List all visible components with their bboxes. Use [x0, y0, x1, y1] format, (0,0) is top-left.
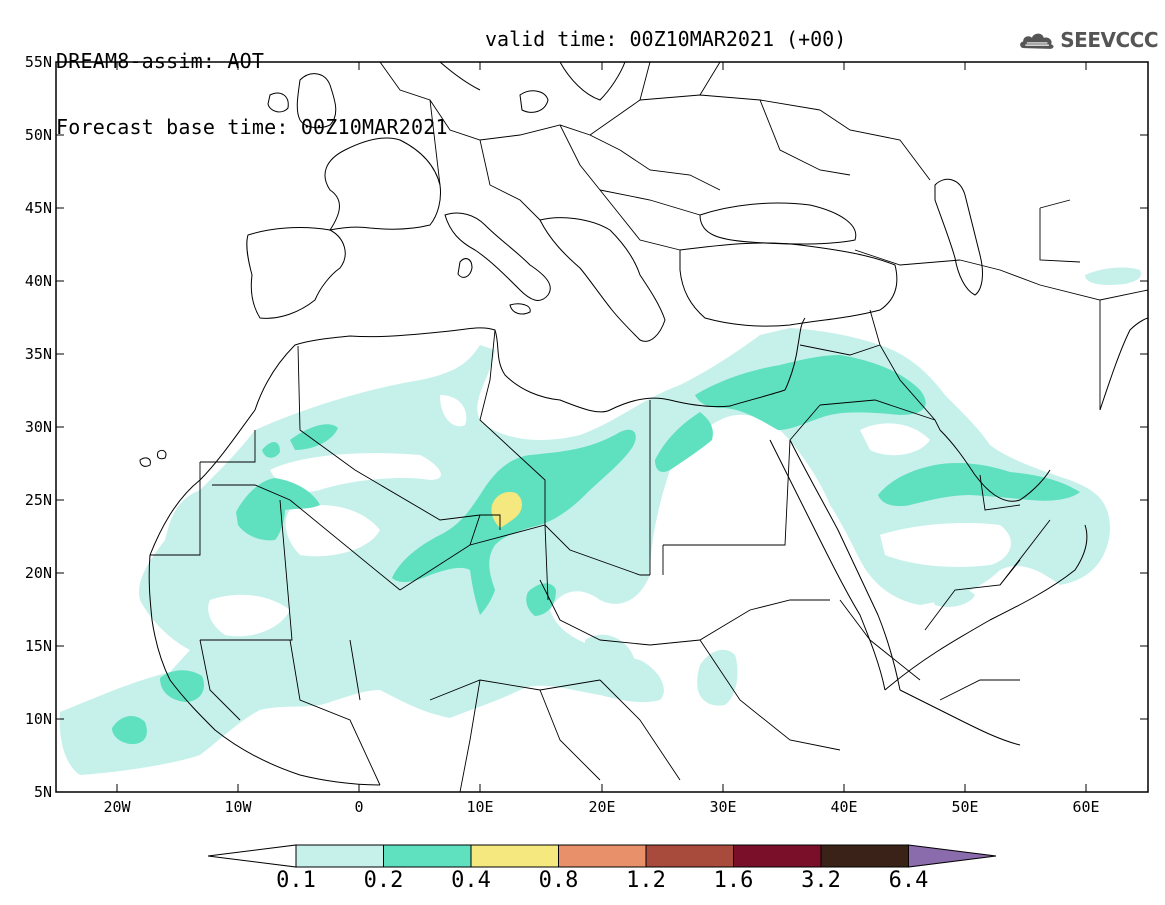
lat-ticks — [56, 61, 1148, 720]
aot-field-gaps — [208, 395, 1011, 775]
aot-field-high — [491, 492, 522, 528]
lat-label-10n: 10N — [25, 710, 52, 728]
colorbar-arrow-right — [908, 844, 997, 868]
colorbar-label-1-2: 1.2 — [626, 868, 666, 893]
valid-time: valid time: 00Z10MAR2021 (+00) — [485, 27, 847, 51]
lon-label-20w: 20W — [103, 798, 131, 816]
logo-text: SEEVCCC — [1060, 28, 1158, 52]
forecast-base-time: Forecast base time: 00Z10MAR2021 — [56, 115, 448, 139]
lon-label-10w: 10W — [224, 798, 252, 816]
lat-label-25n: 25N — [25, 491, 52, 509]
lat-label-45n: 45N — [25, 199, 52, 217]
country-borders — [150, 62, 1148, 792]
colorbar-label-6-4: 6.4 — [888, 868, 929, 893]
colorbar-label-1-6: 1.6 — [713, 868, 754, 893]
lon-label-50e: 50E — [951, 798, 978, 816]
colorbar-label-3-2: 3.2 — [801, 868, 841, 893]
lat-label-40n: 40N — [25, 272, 52, 290]
lon-label-10e: 10E — [466, 798, 493, 816]
lat-label-20n: 20N — [25, 564, 52, 582]
lon-label-20e: 20E — [588, 798, 615, 816]
lat-label-35n: 35N — [25, 345, 52, 363]
colorbar-segment-1 — [295, 844, 384, 868]
seevccc-logo: SEEVCCC — [1018, 24, 1158, 56]
colorbar-segment-5 — [645, 844, 734, 868]
map-header: DREAM8-assim: AOT Forecast base time: 00… — [56, 6, 448, 160]
colorbar-arrow-left — [207, 844, 297, 868]
aot-fields — [59, 62, 1148, 792]
colorbar-segment-4 — [558, 844, 647, 868]
cloud-icon — [1020, 33, 1054, 49]
lon-label-0: 0 — [354, 798, 363, 816]
lon-label-30e: 30E — [709, 798, 736, 816]
colorbar-segment-7 — [820, 844, 909, 868]
colorbar-segment-2 — [383, 844, 472, 868]
model-title: DREAM8-assim: AOT — [56, 49, 265, 73]
aot-field-mid — [112, 355, 1080, 745]
colorbar-label-0-4: 0.4 — [451, 868, 491, 893]
lat-label-50n: 50N — [25, 126, 52, 144]
colorbar-label-0-8: 0.8 — [538, 868, 579, 893]
colorbar-label-0-2: 0.2 — [363, 868, 404, 893]
lat-labels: 55N 50N 45N 40N 35N 30N 25N 20N 15N 10N … — [25, 53, 52, 801]
lon-label-60e: 60E — [1072, 798, 1099, 816]
lon-labels: 20W 10W 0 10E 20E 30E 40E 50E 60E — [103, 798, 1099, 816]
colorbar — [207, 844, 997, 868]
lat-label-15n: 15N — [25, 637, 52, 655]
lat-label-5n: 5N — [34, 783, 52, 801]
aot-field-low — [59, 267, 1141, 775]
lon-ticks — [116, 62, 1087, 792]
lat-label-30n: 30N — [25, 418, 52, 436]
lon-label-40e: 40E — [830, 798, 857, 816]
colorbar-label-0-1: 0.1 — [276, 868, 316, 893]
coastlines — [139, 62, 1148, 786]
lat-label-55n: 55N — [25, 53, 52, 71]
colorbar-segment-6 — [733, 844, 822, 868]
colorbar-segment-3 — [470, 844, 559, 868]
